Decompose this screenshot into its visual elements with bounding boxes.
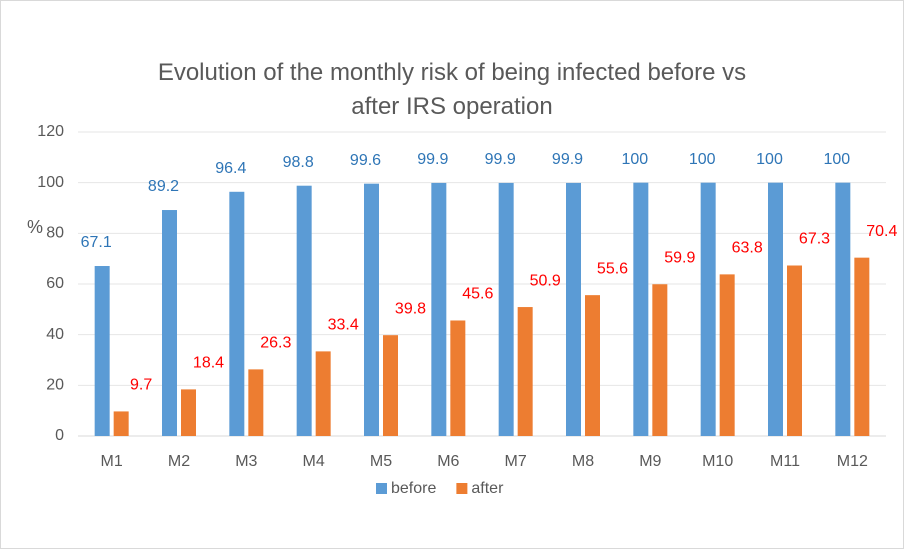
bar [229, 191, 245, 436]
bar [652, 284, 668, 436]
data-label: 100 [689, 151, 716, 168]
bar [94, 266, 110, 436]
data-label: 33.4 [328, 317, 359, 334]
data-label: 50.9 [530, 272, 561, 289]
data-label: 59.9 [664, 249, 695, 266]
y-tick-label: 100 [37, 174, 64, 191]
data-label: 26.3 [260, 335, 291, 352]
legend-label: after [471, 480, 504, 497]
bar [431, 182, 447, 436]
data-label: 99.6 [350, 152, 381, 169]
x-tick-label: M12 [837, 453, 868, 470]
x-tick-label: M4 [303, 453, 325, 470]
x-tick-label: M8 [572, 453, 594, 470]
data-label: 63.8 [732, 240, 763, 257]
x-tick-label: M1 [101, 453, 123, 470]
bar [296, 185, 312, 436]
x-tick-label: M9 [639, 453, 661, 470]
bar [162, 210, 177, 436]
bar [450, 320, 466, 436]
bar [566, 182, 581, 436]
bar [768, 182, 783, 436]
x-tick-label: M10 [702, 453, 733, 470]
bar [700, 182, 716, 436]
data-label: 9.7 [130, 377, 152, 394]
data-label: 67.1 [81, 234, 112, 251]
data-label: 98.8 [283, 154, 314, 171]
data-label: 99.9 [552, 151, 583, 168]
bar [315, 351, 331, 436]
y-axis-label: % [27, 217, 43, 237]
x-tick-label: M7 [505, 453, 527, 470]
bar [364, 183, 379, 436]
y-tick-label: 120 [37, 123, 64, 140]
bar [517, 307, 533, 436]
bar [835, 182, 851, 436]
data-label: 39.8 [395, 300, 426, 317]
y-tick-label: 40 [46, 326, 64, 343]
bar [633, 182, 649, 436]
y-tick-label: 0 [55, 427, 64, 444]
data-label: 99.9 [417, 151, 448, 168]
bar [383, 335, 398, 436]
data-label: 67.3 [799, 231, 830, 248]
bar [585, 295, 600, 436]
data-label: 100 [621, 151, 648, 168]
chart-title: Evolution of the monthly risk of being i… [157, 59, 747, 120]
y-tick-label: 60 [46, 275, 64, 292]
legend-label: before [391, 480, 436, 497]
data-label: 96.4 [215, 160, 246, 177]
x-tick-label: M11 [770, 453, 800, 470]
bar [113, 411, 129, 436]
legend-swatch [376, 483, 387, 494]
data-label: 55.6 [597, 260, 628, 277]
x-tick-label: M5 [370, 453, 392, 470]
data-label: 45.6 [462, 286, 493, 303]
data-label: 70.4 [866, 223, 897, 240]
legend-swatch [456, 483, 468, 494]
data-label: 18.4 [193, 355, 224, 372]
x-tick-label: M3 [235, 453, 257, 470]
bar [498, 182, 514, 436]
data-label: 100 [756, 151, 783, 168]
bar [787, 265, 802, 436]
data-label: 99.9 [485, 151, 516, 168]
bar [248, 369, 264, 436]
x-tick-label: M2 [168, 453, 190, 470]
data-label: 89.2 [148, 178, 179, 195]
y-tick-label: 20 [46, 377, 64, 394]
bar [181, 389, 196, 436]
y-tick-label: 80 [46, 225, 64, 242]
x-tick-label: M6 [437, 453, 459, 470]
bar [854, 257, 870, 436]
data-label: 100 [823, 151, 850, 168]
bar [719, 274, 735, 436]
